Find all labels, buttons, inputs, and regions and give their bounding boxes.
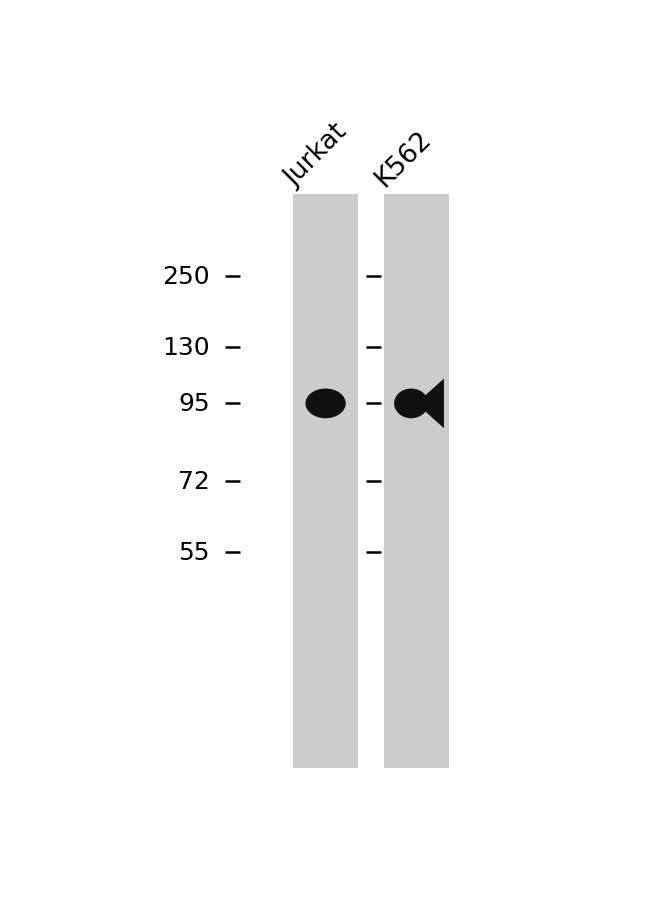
Text: Jurkat: Jurkat <box>280 119 352 192</box>
Polygon shape <box>416 380 444 428</box>
Bar <box>384 195 449 768</box>
Bar <box>292 195 358 768</box>
Text: 95: 95 <box>178 392 210 416</box>
Ellipse shape <box>306 389 346 419</box>
Text: 72: 72 <box>178 470 210 494</box>
Text: 130: 130 <box>162 335 210 359</box>
Text: 250: 250 <box>162 265 210 289</box>
Text: K562: K562 <box>370 126 436 192</box>
Text: 55: 55 <box>178 540 210 564</box>
Ellipse shape <box>394 389 428 419</box>
